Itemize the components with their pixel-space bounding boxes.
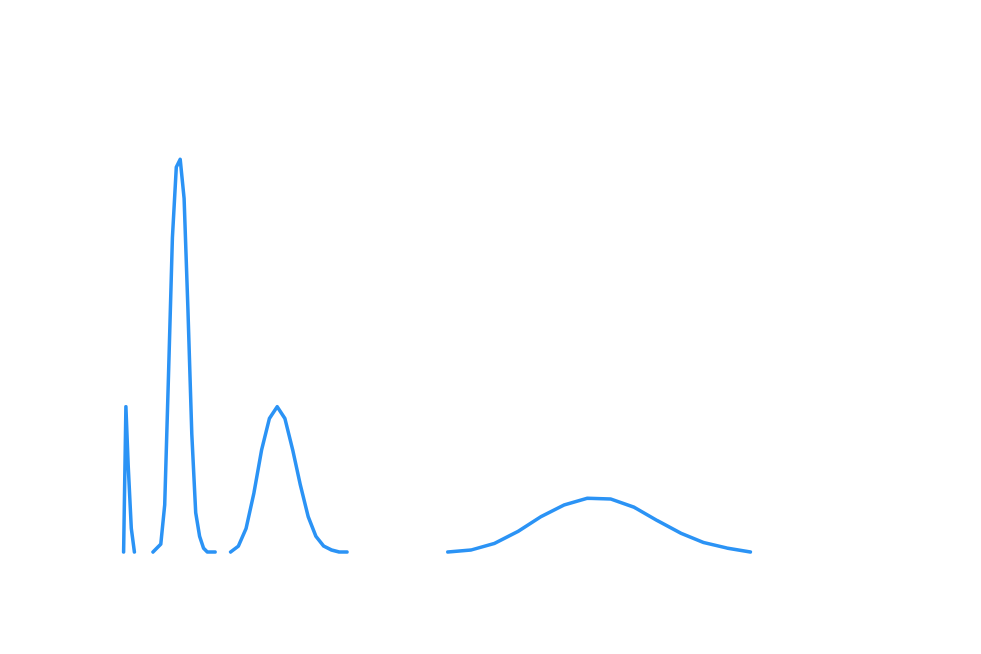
plot-area — [121, 157, 753, 554]
series-line-2 — [151, 157, 217, 554]
series-line-1 — [121, 404, 137, 554]
series-line-3 — [228, 404, 349, 554]
series-line-4 — [446, 496, 753, 554]
